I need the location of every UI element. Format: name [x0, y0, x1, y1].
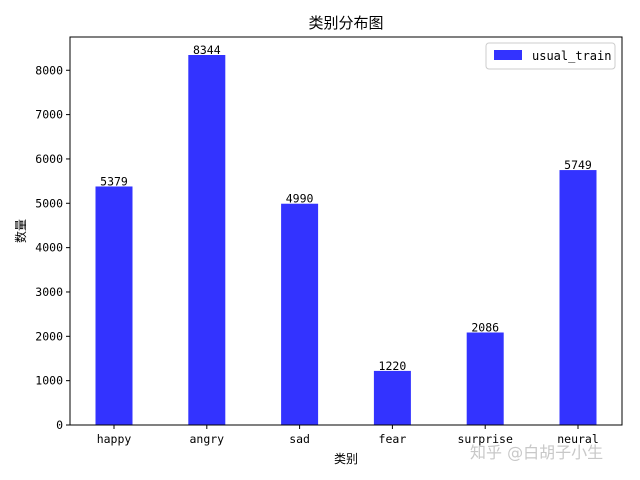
y-axis-label: 数量 [13, 219, 28, 243]
data-labels: 5379 8344 4990 1220 2086 5749 [100, 43, 592, 373]
y-tick-label-2000: 2000 [35, 329, 63, 343]
x-tick-label-angry: angry [189, 432, 224, 446]
plot-area: 5379 8344 4990 1220 2086 5749 happy angry sad fe… [35, 36, 623, 446]
y-tick-label-8000: 8000 [35, 63, 63, 77]
x-tick-label-sad: sad [289, 432, 310, 446]
x-tick-label-surprise: surprise [458, 432, 513, 446]
y-tick-label-5000: 5000 [35, 196, 63, 210]
x-axis-ticks: happy angry sad fear surprise neural [97, 425, 599, 446]
data-label-surprise: 2086 [471, 321, 499, 335]
y-tick-label-1000: 1000 [35, 374, 63, 388]
bar-sad [281, 203, 319, 425]
y-axis-ticks: 0 1000 2000 3000 4000 5000 6000 7000 8000 [35, 63, 70, 432]
legend-label: usual_train [532, 49, 611, 63]
legend-box [485, 42, 616, 70]
data-label-angry: 8344 [193, 43, 221, 57]
bar-fear [373, 370, 411, 425]
y-tick-label-4000: 4000 [35, 241, 63, 255]
legend-swatch [494, 50, 522, 60]
bar-neural [559, 170, 597, 425]
bar-angry [188, 55, 226, 425]
data-label-neural: 5749 [564, 158, 592, 172]
bar-surprise [466, 332, 504, 425]
plot-frame [69, 36, 623, 426]
data-label-sad: 4990 [286, 192, 314, 206]
y-tick-label-3000: 3000 [35, 285, 63, 299]
legend: usual_train [485, 42, 616, 70]
bars [95, 55, 597, 425]
y-tick-label-7000: 7000 [35, 108, 63, 122]
data-label-fear: 1220 [379, 359, 407, 373]
data-label-happy: 5379 [100, 174, 128, 188]
watermark: 知乎 @白胡子小生 [470, 443, 603, 462]
x-tick-label-happy: happy [97, 432, 132, 446]
x-tick-label-fear: fear [379, 432, 407, 446]
x-tick-label-neural: neural [557, 432, 599, 446]
bar-happy [95, 186, 133, 425]
y-tick-label-6000: 6000 [35, 152, 63, 166]
x-axis-label: 类别 [334, 452, 358, 466]
y-tick-label-0: 0 [56, 418, 63, 432]
chart-title: 类别分布图 [308, 14, 383, 32]
